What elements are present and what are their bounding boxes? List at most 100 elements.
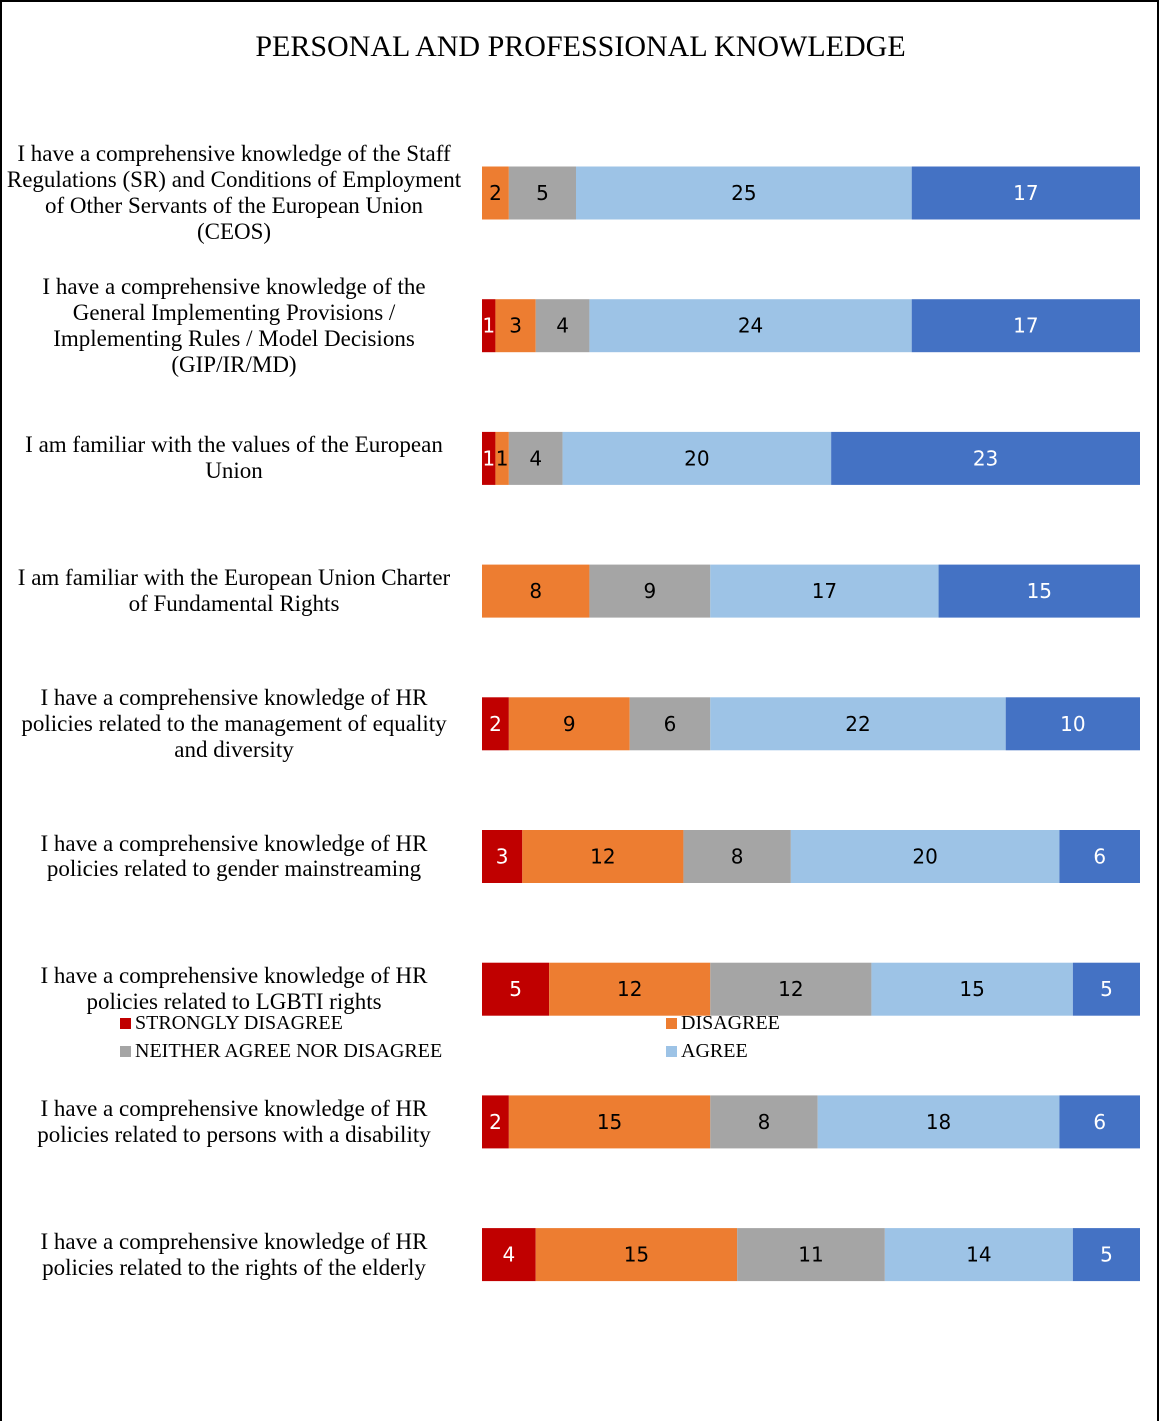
bar-segment xyxy=(817,1095,1060,1149)
bar-segment xyxy=(1072,962,1140,1016)
category-label: I have a comprehensive knowledge of HR p… xyxy=(37,1095,431,1147)
data-label: 5 xyxy=(1100,977,1113,1001)
data-label: 8 xyxy=(529,579,542,603)
bar-segment xyxy=(508,1095,711,1149)
bar-segment xyxy=(549,962,711,1016)
data-label: 6 xyxy=(1093,1110,1106,1134)
bar-segment xyxy=(508,697,630,751)
legend-item: DISAGREE xyxy=(666,1012,780,1035)
bar-segment xyxy=(535,1228,738,1282)
data-label: 15 xyxy=(959,977,984,1001)
data-label: 17 xyxy=(1013,181,1038,205)
bar-segment xyxy=(589,299,912,353)
bar-segment xyxy=(535,299,590,353)
data-label: 8 xyxy=(758,1110,771,1134)
legend-item: STRONGLY DISAGREE xyxy=(120,1012,343,1035)
category-label: I am familiar with the values of the Eur… xyxy=(25,432,443,484)
data-label: 1 xyxy=(482,446,495,470)
bar-segment xyxy=(482,1095,509,1149)
data-label: 15 xyxy=(624,1243,649,1267)
category-label: I have a comprehensive knowledge of the … xyxy=(42,273,426,377)
legend-swatch xyxy=(666,1046,677,1057)
data-label: 22 xyxy=(845,712,870,736)
data-label: 3 xyxy=(496,845,509,869)
data-label: 5 xyxy=(536,181,549,205)
bar-segment xyxy=(683,830,791,883)
category-label: I have a comprehensive knowledge of HR p… xyxy=(21,684,447,762)
bar-segment xyxy=(495,431,509,485)
category-label: I have a comprehensive knowledge of HR p… xyxy=(40,1228,428,1280)
data-label: 5 xyxy=(1100,1243,1113,1267)
data-label: 11 xyxy=(798,1243,823,1267)
bar-segment xyxy=(482,1228,536,1282)
category-label: I am familiar with the European Union Ch… xyxy=(17,565,451,617)
data-label: 8 xyxy=(731,845,744,869)
bar-segment xyxy=(911,166,1140,220)
data-label: 2 xyxy=(489,712,502,736)
data-label: 20 xyxy=(912,845,937,869)
legend-swatch xyxy=(120,1018,131,1029)
data-label: 2 xyxy=(489,181,502,205)
bar-segment xyxy=(710,564,939,618)
bar-segment xyxy=(831,431,1140,485)
data-label: 14 xyxy=(966,1243,991,1267)
bar-segment xyxy=(482,697,509,751)
data-label: 3 xyxy=(509,314,522,338)
data-label: 17 xyxy=(812,579,837,603)
bar-segment xyxy=(589,564,711,618)
data-label: 9 xyxy=(563,712,576,736)
data-label: 25 xyxy=(731,181,756,205)
bar-segment xyxy=(482,564,590,618)
legend-swatch xyxy=(666,1018,677,1029)
bar-segment xyxy=(482,166,509,220)
bar-segment xyxy=(710,697,1006,751)
bar-segment xyxy=(576,166,912,220)
data-label: 10 xyxy=(1060,712,1085,736)
legend-label: AGREE xyxy=(681,1040,748,1062)
bar-segment xyxy=(1059,830,1140,883)
data-label: 12 xyxy=(590,845,615,869)
bar-segment xyxy=(522,830,684,883)
bar-segment xyxy=(710,962,872,1016)
data-label: 12 xyxy=(778,977,803,1001)
data-label: 6 xyxy=(1093,845,1106,869)
category-label: I have a comprehensive knowledge of HR p… xyxy=(40,963,428,1015)
data-label: 12 xyxy=(617,977,642,1001)
bar-segment xyxy=(562,431,832,485)
data-label: 20 xyxy=(684,446,709,470)
bar-segment xyxy=(737,1228,885,1282)
data-label: 24 xyxy=(738,314,763,338)
bar-segment xyxy=(508,166,576,220)
chart-title: PERSONAL AND PROFESSIONAL KNOWLEDGE xyxy=(255,30,906,63)
data-label: 15 xyxy=(597,1110,622,1134)
data-label: 4 xyxy=(529,446,542,470)
legend-label: DISAGREE xyxy=(681,1012,780,1034)
bar-segment xyxy=(629,697,711,751)
legend-label: STRONGLY DISAGREE xyxy=(135,1012,343,1034)
data-label: 2 xyxy=(489,1110,502,1134)
bar-segment xyxy=(1072,1228,1140,1282)
bar-segment xyxy=(1059,1095,1140,1149)
bar-segment xyxy=(482,299,496,353)
data-label: 23 xyxy=(973,446,998,470)
legend-item: AGREE xyxy=(666,1040,748,1063)
bar-segment xyxy=(884,1228,1073,1282)
bar-segment xyxy=(871,962,1073,1016)
category-label: I have a comprehensive knowledge of HR p… xyxy=(40,830,428,882)
bar-segment xyxy=(911,299,1140,353)
data-label: 1 xyxy=(496,446,509,470)
data-label: 1 xyxy=(482,314,495,338)
data-label: 4 xyxy=(556,314,569,338)
bar-segment xyxy=(1005,697,1140,751)
data-label: 9 xyxy=(643,579,656,603)
data-label: 17 xyxy=(1013,314,1038,338)
bar-segment xyxy=(508,431,563,485)
data-label: 18 xyxy=(926,1110,951,1134)
data-label: 15 xyxy=(1027,579,1052,603)
legend-swatch xyxy=(120,1046,131,1057)
data-label: 5 xyxy=(509,977,522,1001)
category-label: I have a comprehensive knowledge of the … xyxy=(6,141,462,244)
bar-segment xyxy=(482,830,523,883)
